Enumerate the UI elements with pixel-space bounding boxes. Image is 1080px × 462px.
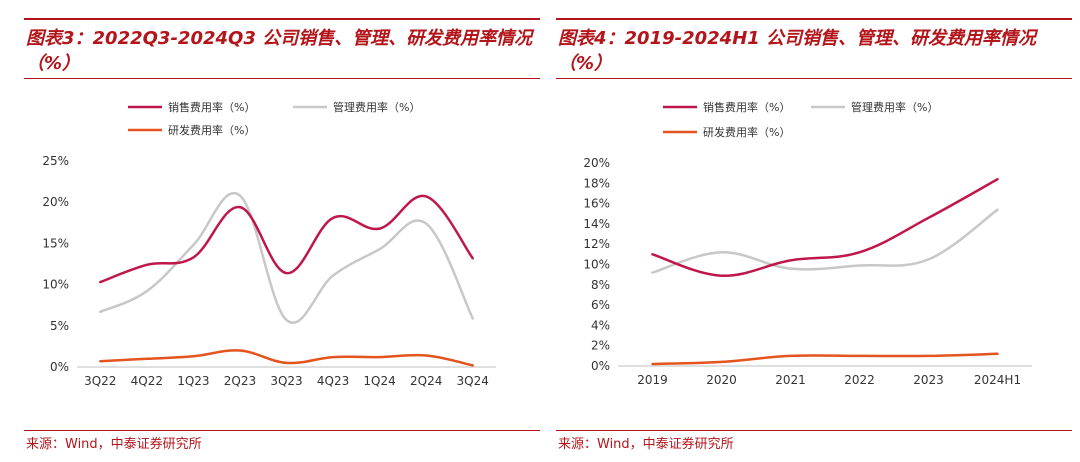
title-bottom-rule: [24, 78, 540, 79]
legend-label: 销售费用率（%）: [168, 100, 255, 114]
y-tick-label: 4%: [591, 318, 610, 332]
chart-title: 图表3：2022Q3-2024Q3 公司销售、管理、研发费用率情况（%）: [26, 28, 533, 74]
y-tick-label: 15%: [42, 236, 69, 250]
chart-panel-right: 图表4：2019-2024H1 公司销售、管理、研发费用率情况（%） 销售费用率…: [556, 0, 1072, 462]
title-top-rule: [556, 18, 1072, 20]
chart-panel-left: 图表3：2022Q3-2024Q3 公司销售、管理、研发费用率情况（%） 销售费…: [24, 0, 540, 462]
series-line: [651, 208, 999, 274]
legend-label: 管理费用率（%）: [851, 100, 938, 114]
legend-label: 研发费用率（%）: [168, 123, 255, 137]
x-tick-label: 3Q23: [270, 374, 302, 388]
title-bottom-rule: [556, 78, 1072, 79]
y-tick-label: 5%: [50, 319, 69, 333]
x-tick-label: 2023: [913, 373, 944, 387]
y-tick-label: 0%: [591, 359, 610, 373]
y-tick-label: 16%: [583, 197, 610, 211]
y-tick-label: 20%: [42, 195, 69, 209]
x-tick-label: 4Q23: [317, 374, 349, 388]
y-tick-label: 0%: [50, 360, 69, 374]
x-tick-label: 2024H1: [974, 373, 1021, 387]
legend-label: 销售费用率（%）: [703, 100, 790, 114]
series-line: [99, 349, 474, 367]
x-tick-label: 2Q24: [410, 374, 442, 388]
y-tick-label: 12%: [583, 237, 610, 251]
y-tick-label: 14%: [583, 217, 610, 231]
x-tick-label: 3Q24: [457, 374, 489, 388]
x-tick-label: 1Q23: [177, 374, 209, 388]
legend-label: 管理费用率（%）: [333, 100, 420, 114]
x-tick-label: 2021: [775, 373, 806, 387]
x-tick-label: 2022: [844, 373, 875, 387]
series-line: [99, 194, 474, 284]
y-tick-label: 20%: [583, 156, 610, 170]
x-tick-label: 2Q23: [224, 374, 256, 388]
line-chart: 销售费用率（%） 管理费用率（%） 研发费用率（%） 0% 5% 10% 15% 20% 25%…: [42, 100, 496, 388]
series-line: [651, 352, 999, 366]
x-tick-label: 2019: [637, 373, 668, 387]
y-tick-label: 6%: [591, 298, 610, 312]
line-chart: 销售费用率（%） 管理费用率（%） 研发费用率（%） 0% 2% 4% 6% 8% 10% 12%…: [583, 100, 1032, 387]
series-line: [99, 192, 474, 324]
x-tick-label: 2020: [706, 373, 737, 387]
chart-title: 图表4：2019-2024H1 公司销售、管理、研发费用率情况（%）: [558, 28, 1037, 74]
legend-label: 研发费用率（%）: [703, 125, 790, 139]
source-note: 来源：Wind，中泰证券研究所: [558, 437, 734, 452]
y-tick-label: 10%: [42, 278, 69, 292]
x-tick-label: 4Q22: [131, 374, 163, 388]
source-note: 来源：Wind，中泰证券研究所: [26, 437, 202, 452]
y-tick-label: 10%: [583, 258, 610, 272]
series-line: [651, 177, 999, 277]
x-tick-label: 3Q22: [84, 374, 116, 388]
y-tick-label: 25%: [42, 154, 69, 168]
title-top-rule: [24, 18, 540, 20]
y-tick-label: 18%: [583, 176, 610, 190]
source-rule: [24, 430, 540, 431]
y-tick-label: 2%: [591, 339, 610, 353]
y-tick-label: 8%: [591, 278, 610, 292]
source-rule: [556, 430, 1072, 431]
x-tick-label: 1Q24: [363, 374, 395, 388]
